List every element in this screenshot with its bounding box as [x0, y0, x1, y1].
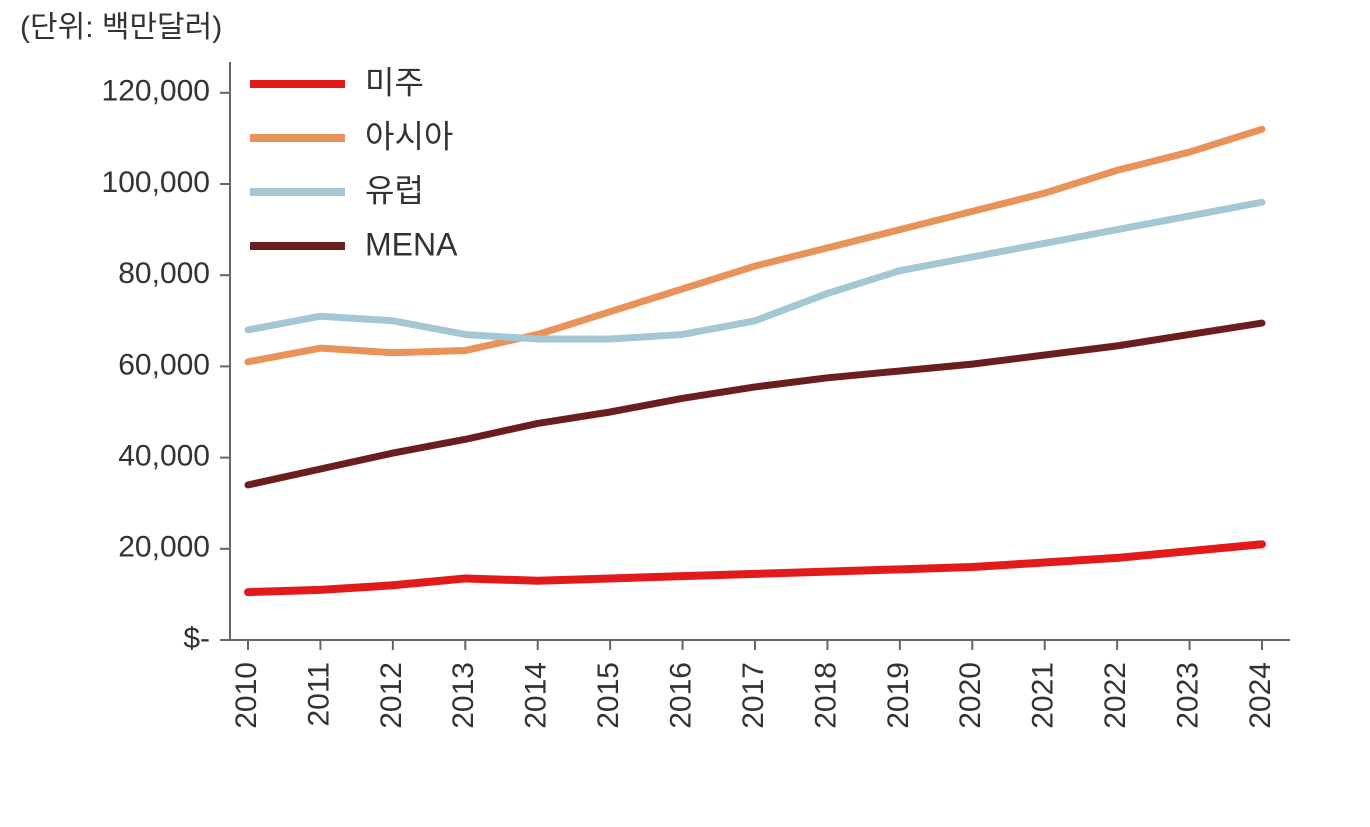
x-tick-label: 2023: [1171, 662, 1204, 729]
x-tick-label: 2014: [520, 662, 553, 729]
series-line: [248, 544, 1262, 592]
x-tick-label: 2022: [1099, 662, 1132, 729]
x-tick-label: 2013: [447, 662, 480, 729]
x-tick-label: 2016: [664, 662, 697, 729]
unit-label: (단위: 백만달러): [20, 2, 222, 46]
y-tick-label: 20,000: [118, 531, 210, 564]
legend-label: 아시아: [365, 118, 453, 154]
x-tick-label: 2010: [230, 662, 263, 729]
y-tick-label: 100,000: [102, 166, 210, 199]
x-tick-label: 2018: [809, 662, 842, 729]
chart-container: (단위: 백만달러) $- 20,000 40,000 60,000 80,000 100…: [0, 0, 1370, 827]
x-tick-label: 2011: [302, 662, 335, 727]
legend-label: MENA: [365, 226, 458, 262]
y-tick-label: 40,000: [118, 440, 210, 473]
x-tick-label: 2024: [1244, 662, 1277, 729]
y-tick-label: $-: [183, 622, 210, 655]
x-tick-label: 2012: [375, 662, 408, 729]
y-tick-label: 80,000: [118, 257, 210, 290]
line-chart: $- 20,000 40,000 60,000 80,000 100,000 120,000…: [0, 0, 1370, 827]
legend-label: 미주: [365, 64, 424, 100]
x-tick-label: 2021: [1027, 662, 1060, 729]
legend-label: 유럽: [365, 172, 424, 208]
x-tick-label: 2019: [882, 662, 915, 729]
y-tick-label: 60,000: [118, 348, 210, 381]
series-line: [248, 323, 1262, 485]
x-tick-label: 2020: [954, 662, 987, 729]
x-tick-label: 2017: [737, 662, 770, 729]
y-tick-label: 120,000: [102, 75, 210, 108]
series-line: [248, 202, 1262, 339]
x-tick-label: 2015: [592, 662, 625, 729]
